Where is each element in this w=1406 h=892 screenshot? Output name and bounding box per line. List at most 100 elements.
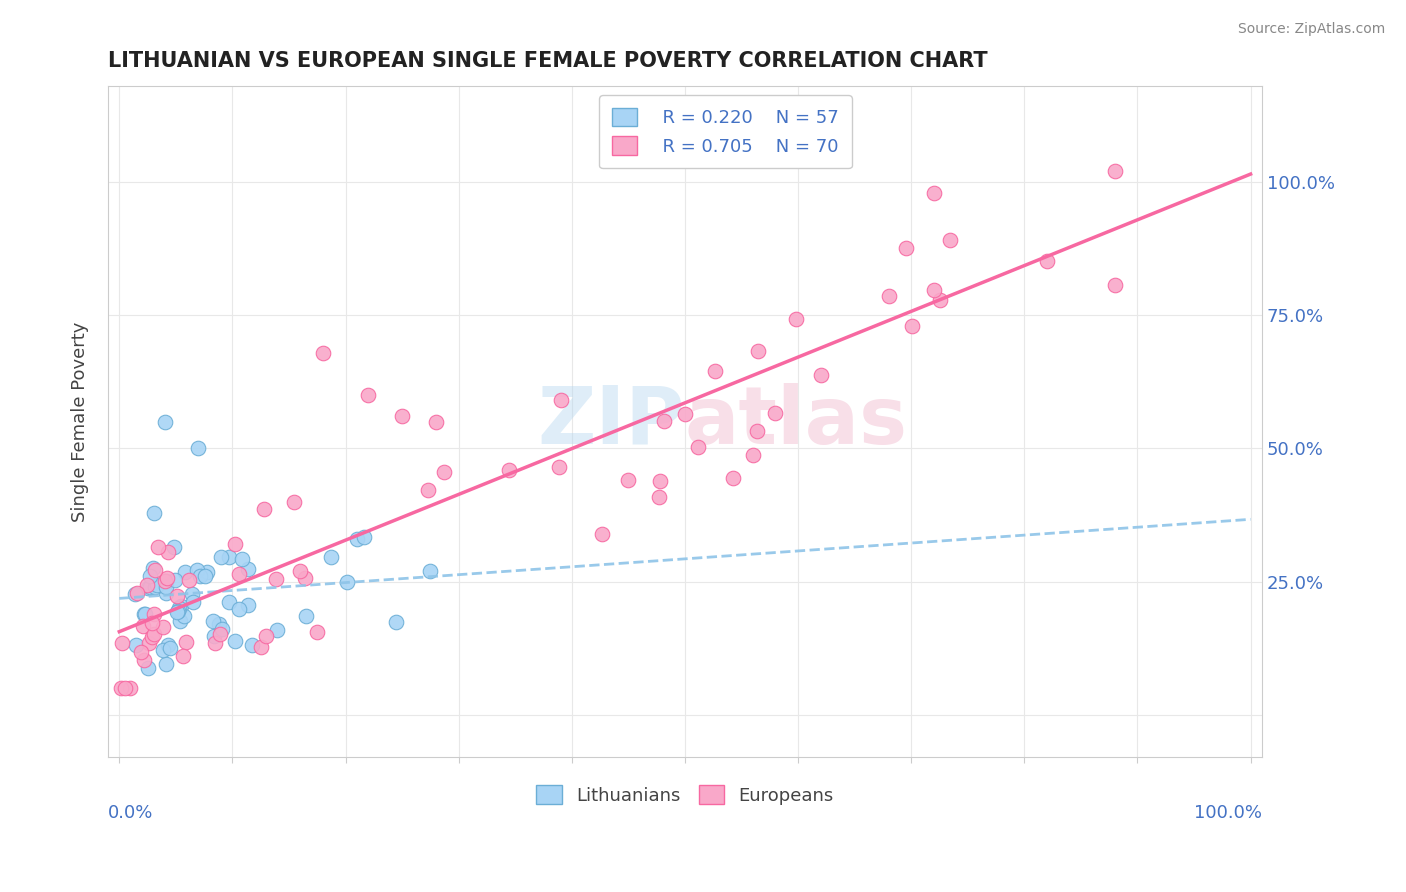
Point <box>166 589 188 603</box>
Point <box>336 575 359 590</box>
Point <box>224 537 246 551</box>
Point <box>745 424 768 438</box>
Point <box>110 681 132 695</box>
Point <box>183 594 205 608</box>
Point <box>1104 277 1126 292</box>
Point <box>155 657 177 672</box>
Point <box>1104 164 1126 178</box>
Point <box>152 620 174 634</box>
Point <box>125 586 148 600</box>
Point <box>132 619 155 633</box>
Point <box>181 587 204 601</box>
Point <box>209 550 232 565</box>
Text: LITHUANIAN VS EUROPEAN SINGLE FEMALE POVERTY CORRELATION CHART: LITHUANIAN VS EUROPEAN SINGLE FEMALE POV… <box>108 51 987 70</box>
Point <box>204 636 226 650</box>
Point <box>120 681 142 695</box>
Point <box>218 549 240 564</box>
Point <box>294 571 316 585</box>
Legend: Lithuanians, Europeans: Lithuanians, Europeans <box>526 774 845 815</box>
Point <box>256 629 278 643</box>
Point <box>114 681 136 695</box>
Point <box>169 614 191 628</box>
Point <box>236 598 259 612</box>
Point <box>136 581 159 595</box>
Point <box>498 462 520 476</box>
Point <box>195 565 218 579</box>
Point <box>134 607 156 622</box>
Point <box>357 388 380 402</box>
Point <box>141 630 163 644</box>
Point <box>141 615 163 630</box>
Point <box>928 293 950 307</box>
Point <box>143 607 166 622</box>
Point <box>550 392 572 407</box>
Point <box>170 599 193 614</box>
Point <box>155 580 177 594</box>
Point <box>218 595 240 609</box>
Point <box>346 533 368 547</box>
Text: 100.0%: 100.0% <box>1194 805 1263 822</box>
Point <box>156 545 179 559</box>
Point <box>648 490 671 504</box>
Text: Source: ZipAtlas.com: Source: ZipAtlas.com <box>1237 22 1385 37</box>
Point <box>704 364 727 378</box>
Point <box>288 565 311 579</box>
Point <box>143 506 166 520</box>
Point <box>391 409 413 424</box>
Point <box>134 607 156 621</box>
Point <box>228 602 250 616</box>
Point <box>146 578 169 592</box>
Point <box>548 459 571 474</box>
Point <box>266 624 288 638</box>
Point <box>138 636 160 650</box>
Point <box>922 186 945 200</box>
Point <box>208 617 231 632</box>
Point <box>143 563 166 577</box>
Point <box>810 368 832 383</box>
Point <box>124 586 146 600</box>
Point <box>193 569 215 583</box>
Point <box>202 614 225 628</box>
Point <box>143 580 166 594</box>
Point <box>209 626 232 640</box>
Point <box>617 473 640 487</box>
Point <box>385 615 408 629</box>
Y-axis label: Single Female Poverty: Single Female Poverty <box>72 322 89 522</box>
Point <box>307 625 329 640</box>
Point <box>242 639 264 653</box>
Point <box>159 640 181 655</box>
Point <box>153 574 176 589</box>
Point <box>591 527 613 541</box>
Text: 0.0%: 0.0% <box>108 805 153 822</box>
Point <box>152 642 174 657</box>
Point <box>153 415 176 429</box>
Point <box>238 561 260 575</box>
Point <box>228 566 250 581</box>
Point <box>141 560 163 574</box>
Point <box>111 636 134 650</box>
Point <box>162 540 184 554</box>
Point <box>138 661 160 675</box>
Point <box>686 440 709 454</box>
Point <box>741 448 763 462</box>
Point <box>224 633 246 648</box>
Point <box>156 571 179 585</box>
Point <box>173 565 195 579</box>
Point <box>176 634 198 648</box>
Point <box>139 580 162 594</box>
Point <box>204 630 226 644</box>
Point <box>129 645 152 659</box>
Point <box>1036 254 1059 268</box>
Point <box>163 573 186 587</box>
Point <box>188 568 211 582</box>
Point <box>654 414 676 428</box>
Point <box>177 573 200 587</box>
Point <box>146 540 169 554</box>
Point <box>894 241 917 255</box>
Point <box>250 640 273 654</box>
Point <box>877 289 900 303</box>
Point <box>939 233 962 247</box>
Point <box>747 343 769 358</box>
Point <box>173 609 195 624</box>
Point <box>186 563 208 577</box>
